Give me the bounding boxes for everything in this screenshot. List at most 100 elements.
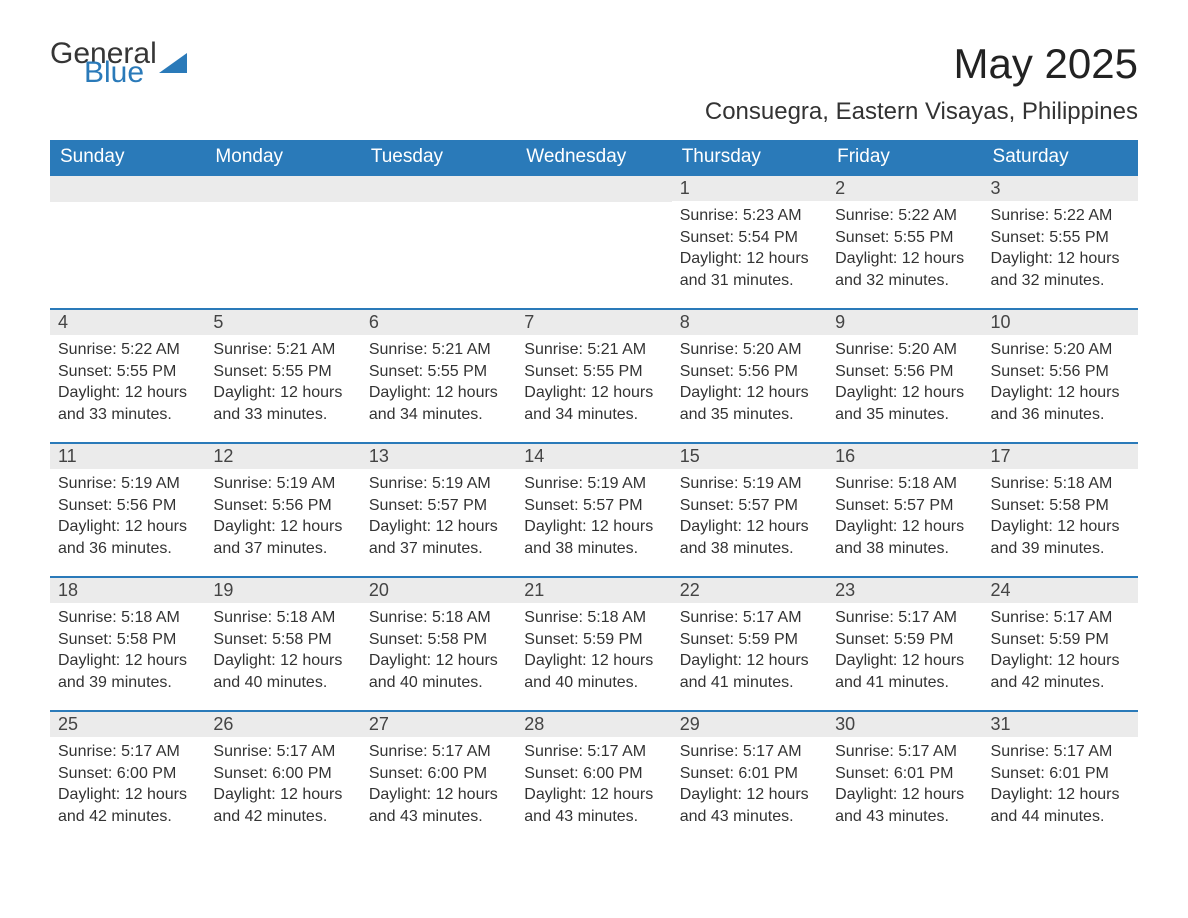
page-title: May 2025 — [954, 40, 1138, 88]
week-row: 11Sunrise: 5:19 AMSunset: 5:56 PMDayligh… — [50, 443, 1138, 577]
day-cell: 23Sunrise: 5:17 AMSunset: 5:59 PMDayligh… — [827, 577, 982, 711]
day-cell: 4Sunrise: 5:22 AMSunset: 5:55 PMDaylight… — [50, 309, 205, 443]
day-details: Sunrise: 5:18 AMSunset: 5:58 PMDaylight:… — [361, 603, 516, 699]
daylight-text: and 38 minutes. — [680, 538, 819, 560]
col-saturday: Saturday — [983, 140, 1138, 175]
sunrise-text: Sunrise: 5:17 AM — [369, 741, 508, 763]
day-number: 14 — [516, 444, 671, 469]
sunrise-text: Sunrise: 5:21 AM — [524, 339, 663, 361]
daylight-text: Daylight: 12 hours — [680, 382, 819, 404]
daylight-text: and 36 minutes. — [58, 538, 197, 560]
sunrise-text: Sunrise: 5:17 AM — [991, 607, 1130, 629]
day-details: Sunrise: 5:20 AMSunset: 5:56 PMDaylight:… — [827, 335, 982, 431]
daylight-text: Daylight: 12 hours — [524, 516, 663, 538]
day-details: Sunrise: 5:18 AMSunset: 5:58 PMDaylight:… — [50, 603, 205, 699]
calendar-table: Sunday Monday Tuesday Wednesday Thursday… — [50, 140, 1138, 845]
day-cell: 30Sunrise: 5:17 AMSunset: 6:01 PMDayligh… — [827, 711, 982, 845]
sunset-text: Sunset: 5:55 PM — [213, 361, 352, 383]
sunrise-text: Sunrise: 5:18 AM — [58, 607, 197, 629]
daylight-text: and 42 minutes. — [58, 806, 197, 828]
sunrise-text: Sunrise: 5:19 AM — [680, 473, 819, 495]
sunset-text: Sunset: 5:56 PM — [835, 361, 974, 383]
day-details: Sunrise: 5:17 AMSunset: 6:00 PMDaylight:… — [361, 737, 516, 833]
day-cell: 24Sunrise: 5:17 AMSunset: 5:59 PMDayligh… — [983, 577, 1138, 711]
day-number: 17 — [983, 444, 1138, 469]
day-details: Sunrise: 5:19 AMSunset: 5:56 PMDaylight:… — [50, 469, 205, 565]
daylight-text: and 40 minutes. — [213, 672, 352, 694]
daylight-text: Daylight: 12 hours — [369, 650, 508, 672]
day-cell — [50, 175, 205, 309]
sunrise-text: Sunrise: 5:17 AM — [991, 741, 1130, 763]
day-details: Sunrise: 5:17 AMSunset: 5:59 PMDaylight:… — [983, 603, 1138, 699]
daylight-text: Daylight: 12 hours — [369, 382, 508, 404]
day-number: 28 — [516, 712, 671, 737]
daylight-text: Daylight: 12 hours — [835, 248, 974, 270]
day-cell: 11Sunrise: 5:19 AMSunset: 5:56 PMDayligh… — [50, 443, 205, 577]
daylight-text: Daylight: 12 hours — [58, 784, 197, 806]
week-row: 25Sunrise: 5:17 AMSunset: 6:00 PMDayligh… — [50, 711, 1138, 845]
day-cell: 22Sunrise: 5:17 AMSunset: 5:59 PMDayligh… — [672, 577, 827, 711]
daylight-text: and 41 minutes. — [680, 672, 819, 694]
col-thursday: Thursday — [672, 140, 827, 175]
day-details: Sunrise: 5:22 AMSunset: 5:55 PMDaylight:… — [827, 201, 982, 297]
day-cell: 15Sunrise: 5:19 AMSunset: 5:57 PMDayligh… — [672, 443, 827, 577]
day-details: Sunrise: 5:21 AMSunset: 5:55 PMDaylight:… — [361, 335, 516, 431]
day-number: 15 — [672, 444, 827, 469]
day-number: 10 — [983, 310, 1138, 335]
day-details: Sunrise: 5:17 AMSunset: 6:01 PMDaylight:… — [827, 737, 982, 833]
week-row: 1Sunrise: 5:23 AMSunset: 5:54 PMDaylight… — [50, 175, 1138, 309]
daylight-text: Daylight: 12 hours — [58, 650, 197, 672]
sunrise-text: Sunrise: 5:19 AM — [213, 473, 352, 495]
day-cell: 31Sunrise: 5:17 AMSunset: 6:01 PMDayligh… — [983, 711, 1138, 845]
brand-triangle-icon — [159, 53, 187, 73]
sunrise-text: Sunrise: 5:22 AM — [835, 205, 974, 227]
daylight-text: Daylight: 12 hours — [213, 650, 352, 672]
daylight-text: and 37 minutes. — [369, 538, 508, 560]
daylight-text: Daylight: 12 hours — [835, 784, 974, 806]
day-cell: 14Sunrise: 5:19 AMSunset: 5:57 PMDayligh… — [516, 443, 671, 577]
sunrise-text: Sunrise: 5:18 AM — [835, 473, 974, 495]
day-number: 1 — [672, 176, 827, 201]
sunrise-text: Sunrise: 5:17 AM — [680, 607, 819, 629]
sunrise-text: Sunrise: 5:17 AM — [213, 741, 352, 763]
day-number — [205, 176, 360, 202]
daylight-text: Daylight: 12 hours — [991, 382, 1130, 404]
day-cell: 10Sunrise: 5:20 AMSunset: 5:56 PMDayligh… — [983, 309, 1138, 443]
day-cell: 21Sunrise: 5:18 AMSunset: 5:59 PMDayligh… — [516, 577, 671, 711]
sunset-text: Sunset: 5:59 PM — [991, 629, 1130, 651]
day-details: Sunrise: 5:18 AMSunset: 5:57 PMDaylight:… — [827, 469, 982, 565]
daylight-text: Daylight: 12 hours — [58, 516, 197, 538]
sunrise-text: Sunrise: 5:22 AM — [991, 205, 1130, 227]
daylight-text: Daylight: 12 hours — [524, 650, 663, 672]
day-number: 2 — [827, 176, 982, 201]
day-number: 13 — [361, 444, 516, 469]
sunrise-text: Sunrise: 5:20 AM — [835, 339, 974, 361]
daylight-text: and 43 minutes. — [680, 806, 819, 828]
daylight-text: and 38 minutes. — [835, 538, 974, 560]
day-cell: 6Sunrise: 5:21 AMSunset: 5:55 PMDaylight… — [361, 309, 516, 443]
sunset-text: Sunset: 6:00 PM — [58, 763, 197, 785]
day-number: 7 — [516, 310, 671, 335]
brand-word2: Blue — [84, 59, 157, 86]
sunrise-text: Sunrise: 5:17 AM — [680, 741, 819, 763]
day-cell: 28Sunrise: 5:17 AMSunset: 6:00 PMDayligh… — [516, 711, 671, 845]
sunset-text: Sunset: 5:55 PM — [524, 361, 663, 383]
day-details: Sunrise: 5:17 AMSunset: 6:00 PMDaylight:… — [50, 737, 205, 833]
daylight-text: and 31 minutes. — [680, 270, 819, 292]
day-cell: 2Sunrise: 5:22 AMSunset: 5:55 PMDaylight… — [827, 175, 982, 309]
sunset-text: Sunset: 6:00 PM — [369, 763, 508, 785]
sunset-text: Sunset: 5:55 PM — [369, 361, 508, 383]
daylight-text: and 33 minutes. — [58, 404, 197, 426]
daylight-text: and 40 minutes. — [369, 672, 508, 694]
calendar-body: 1Sunrise: 5:23 AMSunset: 5:54 PMDaylight… — [50, 175, 1138, 845]
sunrise-text: Sunrise: 5:22 AM — [58, 339, 197, 361]
sunrise-text: Sunrise: 5:18 AM — [524, 607, 663, 629]
day-cell: 7Sunrise: 5:21 AMSunset: 5:55 PMDaylight… — [516, 309, 671, 443]
day-cell: 1Sunrise: 5:23 AMSunset: 5:54 PMDaylight… — [672, 175, 827, 309]
day-number: 21 — [516, 578, 671, 603]
sunrise-text: Sunrise: 5:18 AM — [213, 607, 352, 629]
daylight-text: and 43 minutes. — [524, 806, 663, 828]
sunset-text: Sunset: 5:54 PM — [680, 227, 819, 249]
day-details: Sunrise: 5:17 AMSunset: 6:00 PMDaylight:… — [205, 737, 360, 833]
day-number: 4 — [50, 310, 205, 335]
